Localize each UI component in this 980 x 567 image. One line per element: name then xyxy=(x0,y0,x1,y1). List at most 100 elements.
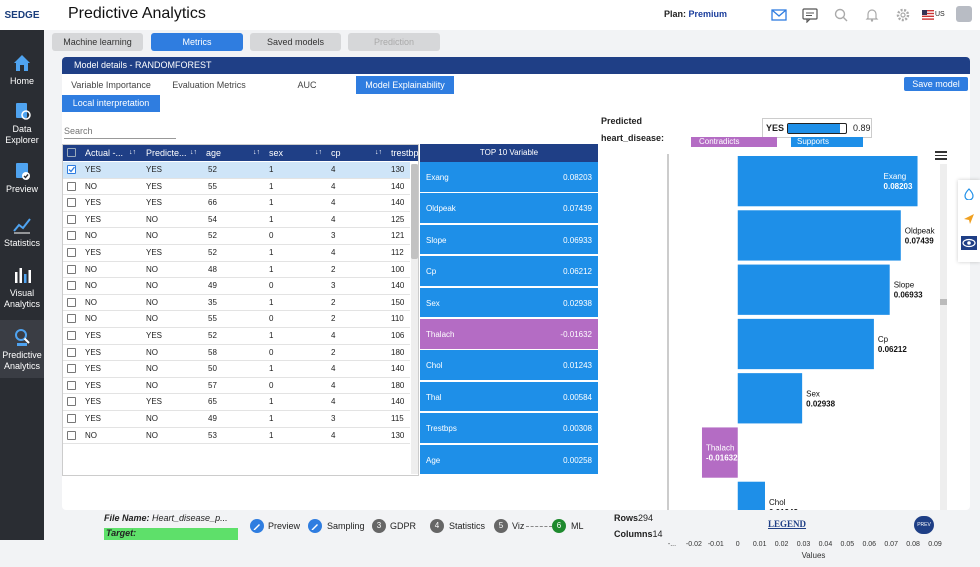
mail-icon[interactable] xyxy=(771,7,787,23)
table-row[interactable]: NO NO 49 0 3 140 xyxy=(63,278,410,295)
language-code[interactable]: US xyxy=(935,11,945,18)
tab-saved-models[interactable]: Saved models xyxy=(250,33,341,51)
nav-home[interactable]: Home xyxy=(0,52,44,90)
rows-count: Rows294 xyxy=(614,513,653,523)
tab-variable-importance[interactable]: Variable Importance xyxy=(71,80,151,90)
save-model-button[interactable]: Save model xyxy=(904,77,968,91)
row-checkbox[interactable] xyxy=(67,364,76,374)
row-checkbox[interactable] xyxy=(67,380,76,390)
row-checkbox[interactable] xyxy=(67,281,76,291)
row-checkbox[interactable] xyxy=(67,297,76,307)
send-icon[interactable] xyxy=(963,213,975,225)
column-header[interactable]: Predicte... xyxy=(146,148,187,158)
preview-step-icon[interactable] xyxy=(250,519,264,533)
row-checkbox[interactable] xyxy=(67,397,76,407)
variable-value: 0.00258 xyxy=(563,455,592,465)
row-checkbox[interactable] xyxy=(67,248,76,257)
tab-machine-learning[interactable]: Machine learning xyxy=(52,33,143,51)
row-checkbox[interactable] xyxy=(67,347,76,357)
table-row[interactable]: YES NO 54 1 4 125 xyxy=(63,212,410,229)
sort-icon[interactable]: ↓↑ xyxy=(375,149,382,156)
sort-icon[interactable]: ↓↑ xyxy=(190,149,197,156)
brand-logo[interactable]: SEDGE xyxy=(0,0,44,30)
tab-prediction[interactable]: Prediction xyxy=(348,33,440,51)
step-gdpr[interactable]: GDPR xyxy=(390,521,417,531)
nav-visual-analytics[interactable]: Visual Analytics xyxy=(0,264,44,312)
us-flag-icon[interactable] xyxy=(922,10,934,20)
step-marker[interactable]: 5 xyxy=(494,519,508,533)
chart-scroll-thumb[interactable] xyxy=(940,299,947,305)
legend-button[interactable]: LEGEND xyxy=(768,519,807,529)
step-ml[interactable]: ML xyxy=(571,521,584,531)
sort-icon[interactable]: ↓↑ xyxy=(129,149,136,156)
column-header[interactable]: sex xyxy=(269,148,284,158)
scroll-thumb[interactable] xyxy=(411,164,418,259)
nav-predictive-analytics[interactable]: Predictive Analytics xyxy=(0,320,44,378)
table-row[interactable]: YES YES 65 1 4 140 xyxy=(63,394,410,411)
table-row[interactable]: YES YES 52 1 4 112 xyxy=(63,245,410,262)
row-checkbox[interactable] xyxy=(67,331,76,340)
chat-icon[interactable] xyxy=(802,7,818,23)
step-marker[interactable]: 3 xyxy=(372,519,386,533)
column-header[interactable]: cp xyxy=(331,148,341,158)
table-row[interactable]: YES NO 49 1 3 115 xyxy=(63,411,410,428)
step-marker[interactable]: 4 xyxy=(430,519,444,533)
chart-menu-icon[interactable] xyxy=(935,151,947,161)
column-header[interactable]: trestbps xyxy=(391,148,419,158)
row-checkbox[interactable] xyxy=(67,165,76,174)
nav-preview[interactable]: Preview xyxy=(0,160,44,200)
table-scrollbar[interactable] xyxy=(411,164,418,474)
search-input[interactable] xyxy=(64,123,176,139)
gear-icon[interactable] xyxy=(895,7,911,23)
bell-icon[interactable] xyxy=(864,7,880,23)
palette-icon[interactable] xyxy=(963,188,975,200)
sort-icon[interactable]: ↓↑ xyxy=(315,149,322,156)
table-row[interactable]: NO NO 52 0 3 121 xyxy=(63,228,410,245)
table-cell: 4 xyxy=(331,181,336,191)
prev-button[interactable]: PREV xyxy=(914,516,934,534)
row-checkbox[interactable] xyxy=(67,198,76,208)
table-row[interactable]: NO NO 48 1 2 100 xyxy=(63,262,410,279)
table-row[interactable]: YES NO 58 0 2 180 xyxy=(63,345,410,362)
header-checkbox[interactable] xyxy=(67,145,77,161)
row-checkbox[interactable] xyxy=(67,314,76,324)
step-sampling[interactable]: Sampling xyxy=(327,521,365,531)
nav-statistics[interactable]: Statistics xyxy=(0,214,44,250)
sampling-step-icon[interactable] xyxy=(308,519,322,533)
row-checkbox[interactable] xyxy=(67,214,76,224)
eye-icon[interactable] xyxy=(961,236,977,250)
tab-evaluation-metrics[interactable]: Evaluation Metrics xyxy=(172,80,246,90)
table-row[interactable]: YES NO 50 1 4 140 xyxy=(63,361,410,378)
sort-icon[interactable]: ↓↑ xyxy=(253,149,260,156)
column-header[interactable]: age xyxy=(206,148,222,158)
step-statistics[interactable]: Statistics xyxy=(449,521,486,531)
table-cell: YES xyxy=(85,364,102,374)
row-checkbox[interactable] xyxy=(67,430,76,440)
step-viz[interactable]: Viz xyxy=(512,521,525,531)
avatar[interactable] xyxy=(956,6,972,22)
table-row[interactable]: NO NO 35 1 2 150 xyxy=(63,295,410,312)
table-row[interactable]: YES YES 66 1 4 140 xyxy=(63,195,410,212)
search-icon[interactable] xyxy=(833,7,849,23)
row-checkbox[interactable] xyxy=(67,231,76,241)
column-header[interactable]: Actual -... xyxy=(85,148,124,158)
chart-scrollbar[interactable] xyxy=(940,164,947,534)
tab-metrics[interactable]: Metrics xyxy=(151,33,243,51)
table-cell: 1 xyxy=(269,198,274,208)
local-interpretation-button[interactable]: Local interpretation xyxy=(62,95,160,112)
table-row[interactable]: YES YES 52 1 4 106 xyxy=(63,328,410,345)
step-marker[interactable]: 6 xyxy=(552,519,566,533)
table-row[interactable]: NO YES 55 1 4 140 xyxy=(63,179,410,196)
table-cell: 1 xyxy=(269,430,274,440)
row-checkbox[interactable] xyxy=(67,181,76,191)
row-checkbox[interactable] xyxy=(67,264,76,274)
table-row[interactable]: NO NO 53 1 4 130 xyxy=(63,428,410,445)
table-row[interactable]: YES YES 52 1 4 130 xyxy=(63,162,410,179)
table-row[interactable]: NO NO 55 0 2 110 xyxy=(63,311,410,328)
row-checkbox[interactable] xyxy=(67,414,76,423)
tab-auc[interactable]: AUC xyxy=(297,80,317,90)
tab-model-explainability[interactable]: Model Explainability xyxy=(356,76,454,94)
nav-data-explorer[interactable]: Data Explorer xyxy=(0,100,44,150)
step-preview[interactable]: Preview xyxy=(268,521,301,531)
table-row[interactable]: YES NO 57 0 4 180 xyxy=(63,378,410,395)
